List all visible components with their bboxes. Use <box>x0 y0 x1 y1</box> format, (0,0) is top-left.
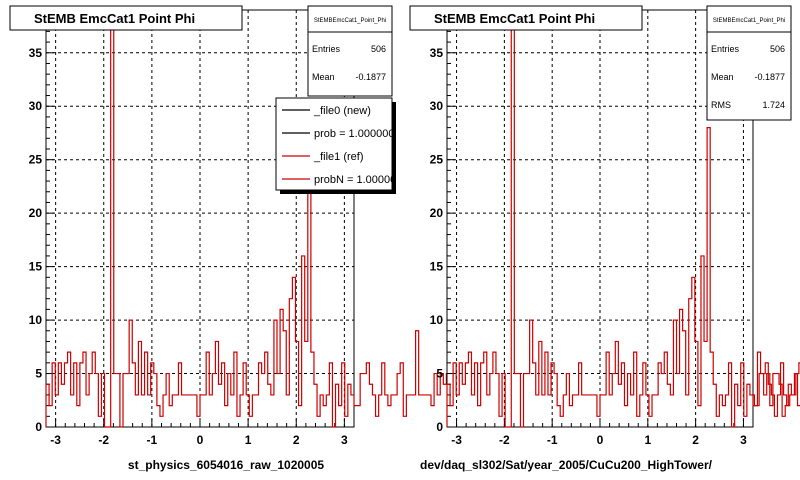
x-tick-label: 2 <box>692 433 699 447</box>
stats-box: StEMBEmcCat1_Point_Phi Entries 506 Mean -0.1… <box>706 5 792 121</box>
legend-label: probN = 1.000000 <box>314 174 402 186</box>
stats-row-label: Entries <box>711 44 740 54</box>
plot-frame <box>45 9 355 428</box>
stats-row-value: 1.724 <box>762 100 785 110</box>
histogram-bin <box>413 395 416 427</box>
y-tick-label: 25 <box>430 153 444 167</box>
histogram-bin <box>357 406 360 427</box>
histogram-bin <box>363 374 366 427</box>
histogram-bin <box>443 384 446 427</box>
histogram-bin <box>754 406 757 427</box>
y-tick-label: 30 <box>430 99 444 113</box>
x-tick-label: 1 <box>644 433 651 447</box>
stats-name: StEMBEmcCat1_Point_Phi <box>314 18 386 24</box>
histogram-bin <box>394 395 397 427</box>
chart-pad-0: -3 -2 -1 0 1 2 305101520253035st_physics_60540… <box>9 5 800 472</box>
y-tick-label: 0 <box>436 420 443 434</box>
x-tick-label: 3 <box>740 433 747 447</box>
legend-label: _file0 (new) <box>313 105 371 117</box>
x-tick-label: -3 <box>50 433 61 447</box>
histogram-bin <box>770 406 773 427</box>
histogram-bin <box>409 395 412 427</box>
x-tick-label: 2 <box>293 433 300 447</box>
y-tick-label: 25 <box>29 153 43 167</box>
y-tick-label: 15 <box>29 260 43 274</box>
title-box <box>409 5 643 31</box>
histogram-bin <box>422 395 425 427</box>
histogram-bin <box>403 416 406 427</box>
histogram-bin <box>793 395 796 427</box>
histogram-outline <box>446 20 800 428</box>
x-tick-label: 1 <box>245 433 252 447</box>
x-axis-label: st_physics_6054016_raw_1020005 <box>128 458 324 472</box>
histogram-bin <box>791 395 794 427</box>
stats-frame <box>307 5 393 97</box>
histogram-bin <box>376 416 379 427</box>
histogram-bin <box>774 416 777 427</box>
x-tick-label: -2 <box>98 433 109 447</box>
histogram-bin <box>431 406 434 427</box>
histogram-bin <box>756 406 759 427</box>
y-tick-label: 20 <box>29 206 43 220</box>
legend-label: prob = 1.000000 <box>314 128 394 140</box>
y-tick-label: 10 <box>29 313 43 327</box>
y-tick-label: 5 <box>35 367 42 381</box>
y-tick-label: 15 <box>430 260 444 274</box>
histogram-bin <box>425 395 428 427</box>
y-tick-label: 5 <box>436 367 443 381</box>
chart-title: StEMB EmcCat1 Point Phi <box>34 11 195 26</box>
histogram-bin <box>419 395 422 427</box>
y-tick-label: 10 <box>430 313 444 327</box>
stats-row-value: -0.1877 <box>754 72 785 82</box>
y-tick-label: 35 <box>430 46 444 60</box>
histogram-bin <box>787 406 790 427</box>
x-axis-label: dev/daq_sl302/Sat/year_2005/CuCu200_High… <box>420 458 713 472</box>
chart-pad-1: -3 -2 -1 0 1 2 305101520253035dev/daq_sl302/Sa… <box>409 5 800 472</box>
stats-row-label: RMS <box>711 100 731 110</box>
legend-box: _file0 (new) prob = 1.000000 _file1 (ref) p… <box>275 97 402 194</box>
plot-frame <box>446 9 754 428</box>
legend-frame <box>275 97 393 191</box>
chart-title: StEMB EmcCat1 Point Phi <box>434 11 595 26</box>
y-tick-label: 35 <box>29 46 43 60</box>
stats-name: StEMBEmcCat1_Point_Phi <box>713 18 785 24</box>
histogram-bin <box>388 406 391 427</box>
x-tick-label: 0 <box>597 433 604 447</box>
y-tick-label: 20 <box>430 206 444 220</box>
y-tick-label: 0 <box>35 420 42 434</box>
x-tick-label: -2 <box>499 433 510 447</box>
stats-row-value: 506 <box>371 44 386 54</box>
stats-box: StEMBEmcCat1_Point_Phi Entries 506 Mean -0.1… <box>307 5 393 97</box>
histogram-bin <box>764 395 767 427</box>
histogram-series <box>446 20 800 428</box>
legend-label: _file1 (ref) <box>313 151 364 163</box>
stats-row-value: 506 <box>770 44 785 54</box>
x-tick-label: -3 <box>451 433 462 447</box>
x-tick-label: -1 <box>147 433 158 447</box>
stats-row-value: -0.1877 <box>355 72 386 82</box>
stats-row-label: Mean <box>312 72 335 82</box>
legend-entries: _file0 (new) prob = 1.000000 _file1 (ref) p… <box>282 105 402 186</box>
y-tick-label: 30 <box>29 99 43 113</box>
histogram-bin <box>782 416 785 427</box>
title-box <box>9 5 243 31</box>
stats-row-label: Mean <box>711 72 734 82</box>
stats-row-label: Entries <box>312 44 341 54</box>
x-tick-label: 0 <box>197 433 204 447</box>
x-tick-label: 3 <box>341 433 348 447</box>
x-tick-label: -1 <box>547 433 558 447</box>
stats-frame <box>706 5 792 121</box>
